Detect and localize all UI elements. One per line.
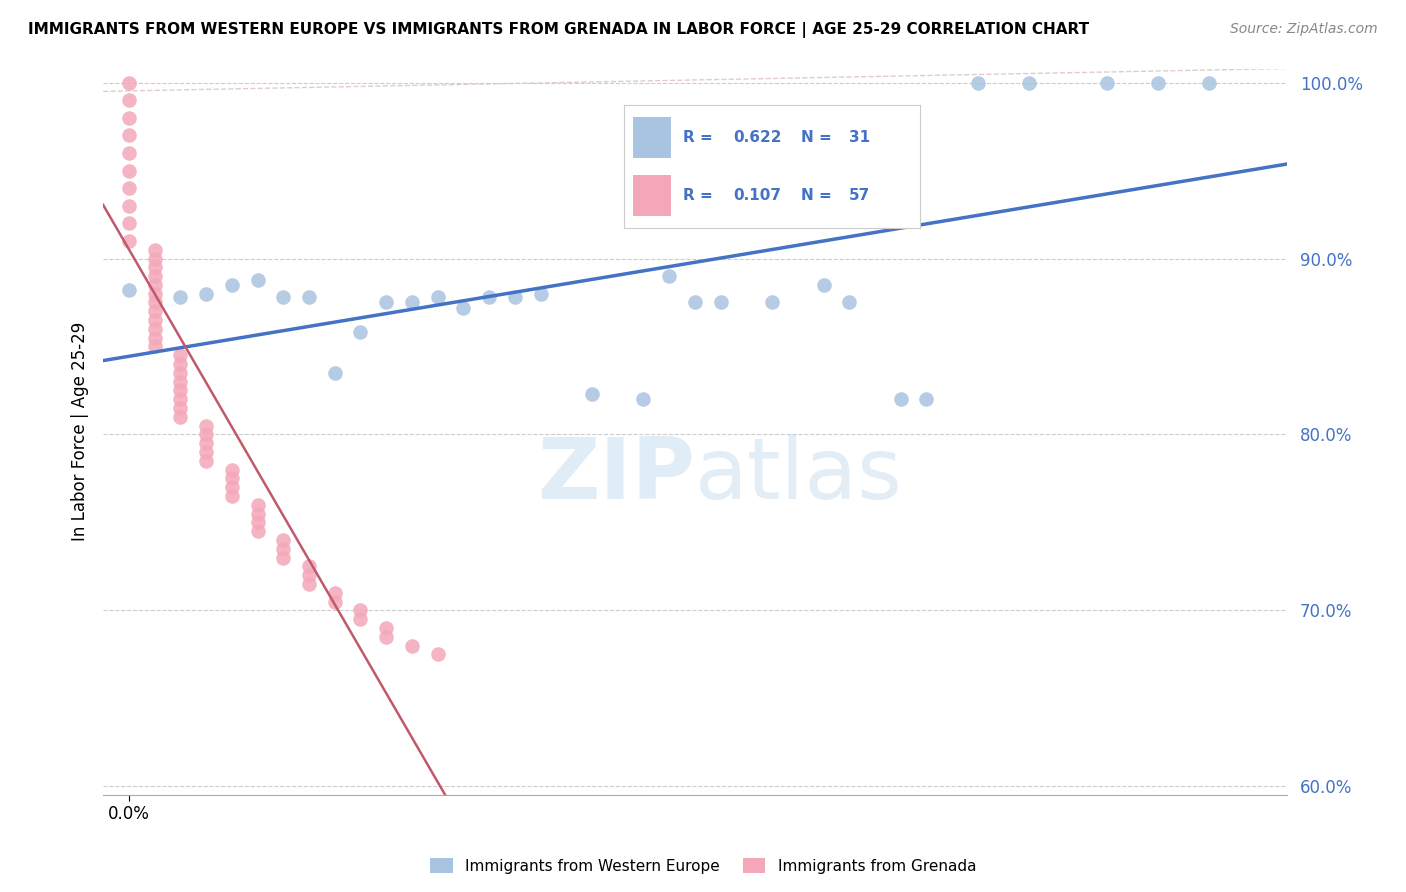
- Point: [169, 375, 191, 389]
- Point: [967, 76, 990, 90]
- Point: [221, 277, 243, 292]
- Point: [401, 639, 423, 653]
- Point: [143, 260, 166, 275]
- Point: [323, 366, 346, 380]
- Point: [375, 630, 398, 644]
- Point: [143, 322, 166, 336]
- Point: [169, 401, 191, 415]
- Point: [195, 454, 218, 468]
- Point: [246, 272, 269, 286]
- Point: [143, 295, 166, 310]
- Point: [246, 498, 269, 512]
- Point: [143, 252, 166, 266]
- Point: [118, 199, 141, 213]
- Point: [118, 216, 141, 230]
- Point: [915, 392, 938, 407]
- Point: [426, 290, 449, 304]
- Point: [118, 128, 141, 143]
- Point: [349, 612, 371, 626]
- Point: [323, 586, 346, 600]
- Legend: Immigrants from Western Europe, Immigrants from Grenada: Immigrants from Western Europe, Immigran…: [423, 852, 983, 880]
- Point: [633, 392, 655, 407]
- Text: ZIP: ZIP: [537, 434, 695, 516]
- Text: atlas: atlas: [695, 434, 903, 516]
- Point: [195, 427, 218, 442]
- Point: [838, 295, 860, 310]
- Point: [581, 387, 603, 401]
- Point: [143, 286, 166, 301]
- Point: [453, 301, 475, 315]
- Point: [221, 462, 243, 476]
- Point: [118, 234, 141, 248]
- Point: [813, 277, 835, 292]
- Point: [246, 516, 269, 530]
- Point: [298, 559, 321, 574]
- Point: [118, 283, 141, 297]
- Point: [375, 621, 398, 635]
- Point: [118, 76, 141, 90]
- Point: [169, 357, 191, 371]
- Point: [169, 409, 191, 424]
- Point: [529, 286, 551, 301]
- Point: [375, 295, 398, 310]
- Text: IMMIGRANTS FROM WESTERN EUROPE VS IMMIGRANTS FROM GRENADA IN LABOR FORCE | AGE 2: IMMIGRANTS FROM WESTERN EUROPE VS IMMIGR…: [28, 22, 1090, 38]
- Point: [271, 541, 294, 556]
- Point: [143, 331, 166, 345]
- Point: [890, 392, 912, 407]
- Point: [323, 594, 346, 608]
- Point: [143, 269, 166, 284]
- Text: Source: ZipAtlas.com: Source: ZipAtlas.com: [1230, 22, 1378, 37]
- Point: [143, 313, 166, 327]
- Point: [118, 145, 141, 160]
- Point: [271, 533, 294, 547]
- Point: [221, 480, 243, 494]
- Point: [683, 295, 706, 310]
- Point: [478, 290, 501, 304]
- Point: [143, 243, 166, 257]
- Point: [1198, 76, 1220, 90]
- Point: [195, 445, 218, 459]
- Point: [221, 471, 243, 485]
- Point: [658, 269, 681, 284]
- Point: [298, 290, 321, 304]
- Point: [169, 384, 191, 398]
- Point: [298, 568, 321, 582]
- Point: [169, 392, 191, 407]
- Point: [349, 326, 371, 340]
- Point: [118, 163, 141, 178]
- Point: [118, 93, 141, 107]
- Point: [1018, 76, 1040, 90]
- Point: [401, 295, 423, 310]
- Point: [503, 290, 526, 304]
- Point: [143, 339, 166, 353]
- Point: [195, 418, 218, 433]
- Point: [143, 277, 166, 292]
- Point: [118, 111, 141, 125]
- Point: [761, 295, 783, 310]
- Point: [246, 524, 269, 538]
- Point: [169, 290, 191, 304]
- Point: [271, 290, 294, 304]
- Point: [169, 348, 191, 362]
- Point: [169, 366, 191, 380]
- Y-axis label: In Labor Force | Age 25-29: In Labor Force | Age 25-29: [72, 322, 89, 541]
- Point: [271, 550, 294, 565]
- Point: [195, 436, 218, 450]
- Point: [349, 603, 371, 617]
- Point: [221, 489, 243, 503]
- Point: [426, 648, 449, 662]
- Point: [298, 577, 321, 591]
- Point: [246, 507, 269, 521]
- Point: [118, 181, 141, 195]
- Point: [195, 286, 218, 301]
- Point: [1095, 76, 1118, 90]
- Point: [710, 295, 733, 310]
- Point: [143, 304, 166, 318]
- Point: [1147, 76, 1170, 90]
